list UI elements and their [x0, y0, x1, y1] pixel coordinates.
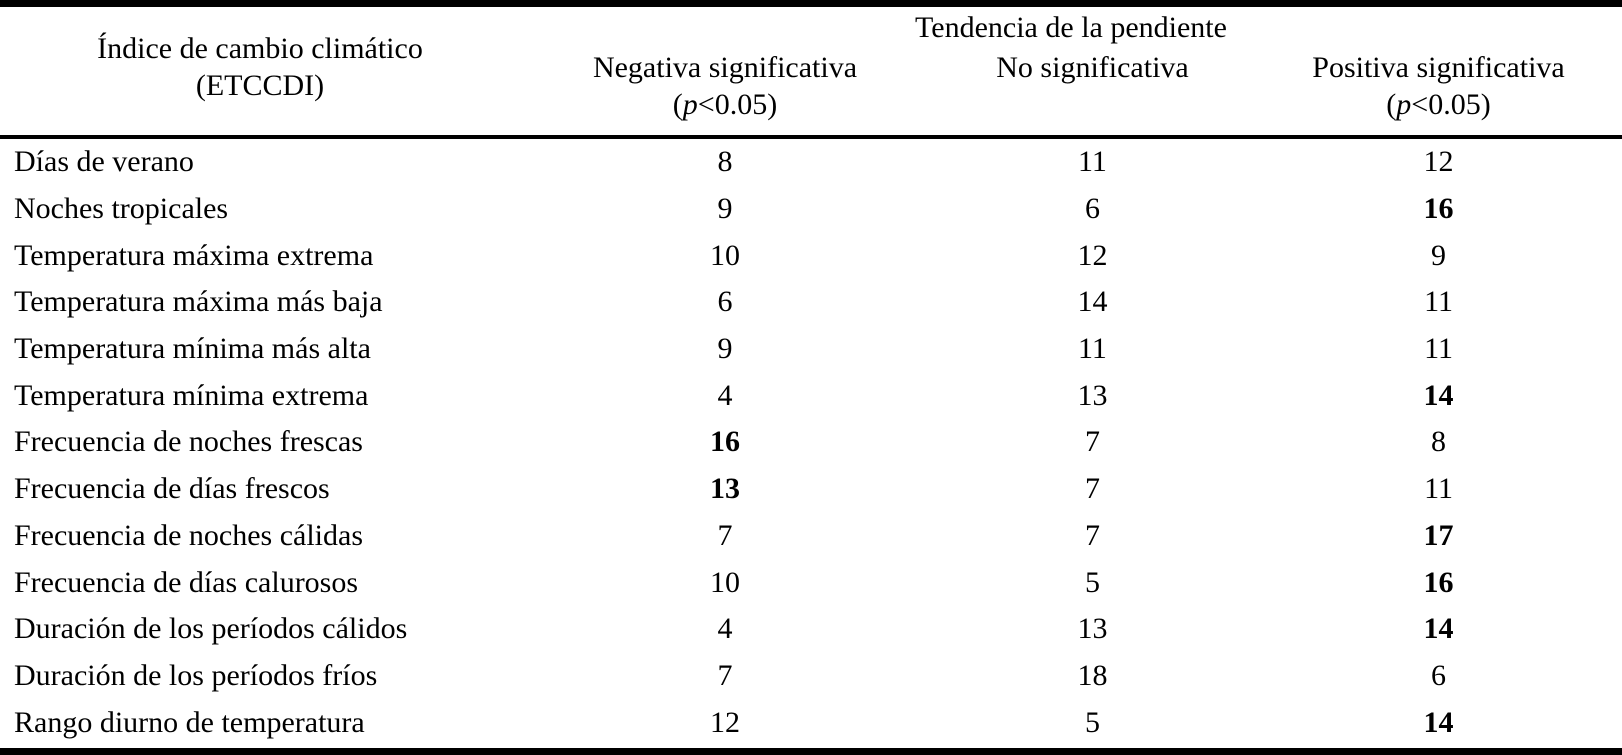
row-label: Duración de los períodos cálidos: [14, 612, 408, 646]
cell-value: 6: [717, 285, 733, 319]
cell-value: 16: [710, 425, 740, 459]
table-header: Índice de cambio climático (ETCCDI) Tend…: [0, 7, 1622, 137]
cell-value: 10: [710, 238, 740, 272]
cell-value: 11: [1078, 145, 1107, 179]
table-row: Días de verano 8 11 12: [0, 137, 1622, 186]
table-row: Temperatura máxima más baja 6 14 11: [0, 279, 1622, 326]
row-label: Noches tropicales: [14, 192, 229, 226]
row-label: Frecuencia de días calurosos: [14, 565, 359, 599]
table-row: Temperatura mínima extrema 4 13 14: [0, 372, 1622, 419]
cell-value: 16: [1423, 565, 1454, 599]
row-label: Rango diurno de temperatura: [14, 705, 365, 739]
table-row: Temperatura máxima extrema 10 12 9: [0, 232, 1622, 279]
cell-value: 14: [1423, 378, 1454, 412]
col-header-positive-pvalue: (p<0.05): [1386, 88, 1491, 121]
cell-value: 8: [1431, 425, 1446, 459]
row-label: Temperatura máxima más baja: [14, 285, 383, 319]
cell-value: 7: [717, 518, 733, 552]
col-header-index-line2: (ETCCDI): [195, 69, 325, 102]
cell-value: 14: [1423, 705, 1454, 739]
cell-value: 13: [710, 472, 740, 506]
col-header-negative-line1: Negativa significativa: [592, 51, 858, 84]
row-label: Temperatura máxima extrema: [14, 238, 374, 272]
cell-value: 4: [717, 378, 733, 412]
cell-value: 7: [1085, 518, 1100, 552]
cell-value: 7: [717, 658, 733, 692]
row-label: Frecuencia de días frescos: [14, 472, 330, 506]
cell-value: 14: [1423, 612, 1454, 646]
cell-value: 10: [710, 565, 740, 599]
cell-value: 11: [1078, 332, 1107, 366]
row-label: Frecuencia de noches frescas: [14, 425, 363, 459]
col-header-index-line1: Índice de cambio climático: [97, 32, 423, 65]
table-row: Frecuencia de noches cálidas 7 7 17: [0, 513, 1622, 560]
row-label: Temperatura mínima más alta: [14, 332, 371, 366]
cell-value: 12: [1077, 238, 1108, 272]
cell-value: 11: [1424, 332, 1453, 366]
cell-value: 5: [1085, 705, 1100, 739]
cell-value: 5: [1085, 565, 1100, 599]
cell-value: 12: [1423, 145, 1454, 179]
col-header-positive: Positiva significativa (p<0.05): [1255, 49, 1622, 137]
table-row: Noches tropicales 9 6 16: [0, 186, 1622, 233]
col-header-negative-pvalue: (p<0.05): [672, 88, 778, 121]
col-header-positive-line1: Positiva significativa: [1312, 51, 1565, 84]
cell-value: 13: [1077, 612, 1108, 646]
cell-value: 11: [1424, 285, 1453, 319]
cell-value: 12: [710, 705, 740, 739]
table-row: Frecuencia de noches frescas 16 7 8: [0, 419, 1622, 466]
table-row: Duración de los períodos cálidos 4 13 14: [0, 606, 1622, 653]
table-row: Frecuencia de días frescos 13 7 11: [0, 466, 1622, 513]
cell-value: 6: [1431, 658, 1446, 692]
cell-value: 7: [1085, 425, 1100, 459]
col-header-negative: Negativa significativa (p<0.05): [520, 49, 930, 137]
cell-value: 11: [1424, 472, 1453, 506]
table-row: Temperatura mínima más alta 9 11 11: [0, 326, 1622, 373]
table-row: Rango diurno de temperatura 12 5 14: [0, 699, 1622, 746]
cell-value: 6: [1085, 192, 1100, 226]
spanner-header: Tendencia de la pendiente: [915, 11, 1227, 44]
col-header-nosig-line1: No significativa: [996, 51, 1189, 84]
col-header-index: Índice de cambio climático (ETCCDI): [0, 7, 520, 137]
row-label: Duración de los períodos fríos: [14, 658, 378, 692]
table-row: Frecuencia de días calurosos 10 5 16: [0, 559, 1622, 606]
table-body: Días de verano 8 11 12 Noches tropicales 9 6 16…: [0, 137, 1622, 746]
cell-value: 16: [1423, 192, 1454, 226]
cell-value: 7: [1085, 472, 1100, 506]
cell-value: 14: [1077, 285, 1108, 319]
cell-value: 9: [1431, 238, 1446, 272]
climate-index-table: Índice de cambio climático (ETCCDI) Tend…: [0, 7, 1622, 746]
row-label: Temperatura mínima extrema: [14, 378, 369, 412]
cell-value: 8: [717, 145, 733, 179]
row-label: Frecuencia de noches cálidas: [14, 518, 363, 552]
cell-value: 9: [717, 332, 733, 366]
row-label: Días de verano: [14, 145, 194, 179]
cell-value: 17: [1423, 518, 1454, 552]
cell-value: 13: [1077, 378, 1108, 412]
cell-value: 9: [717, 192, 733, 226]
col-header-nosig: No significativa: [930, 49, 1255, 137]
cell-value: 4: [717, 612, 733, 646]
subheader-row: Negativa significativa (p<0.05) No signi…: [0, 49, 1622, 137]
spanner-row: Índice de cambio climático (ETCCDI) Tend…: [0, 7, 1622, 102]
table-row: Duración de los períodos fríos 7 18 6: [0, 653, 1622, 700]
cell-value: 18: [1077, 658, 1108, 692]
